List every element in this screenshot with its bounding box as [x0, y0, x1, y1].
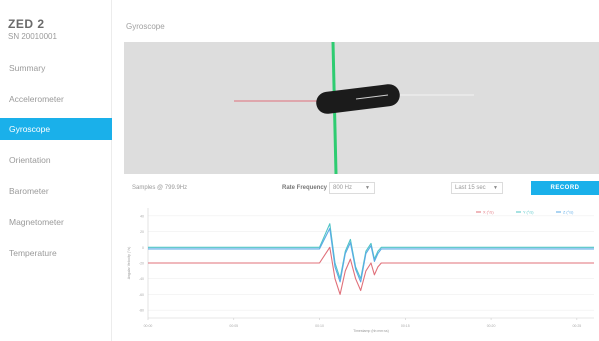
x-tick-label: 00:00 — [144, 324, 153, 328]
sidebar-item-barometer[interactable]: Barometer — [9, 185, 49, 196]
3d-scene — [234, 42, 474, 174]
device-name: ZED 2 — [8, 17, 45, 31]
gyroscope-chart: 40 20 0 -20 -40 -60 -80 00:00 00:05 00:10 00:15 00:… — [124, 200, 599, 341]
rate-frequency-select[interactable]: 800 Hz ▼ — [329, 182, 375, 194]
legend-entry: Y (°/s) — [523, 211, 534, 215]
x-tick-label: 00:10 — [315, 324, 324, 328]
y-tick-label: -20 — [139, 262, 144, 266]
device-serial: SN 20010001 — [8, 32, 57, 41]
series-line-1 — [148, 246, 594, 295]
x-tick-label: 00:15 — [401, 324, 410, 328]
series-line-3 — [148, 227, 594, 283]
y-tick-label: 0 — [142, 246, 144, 250]
rate-frequency-value: 800 Hz — [333, 185, 353, 191]
x-tick-label: 00:05 — [229, 324, 238, 328]
sidebar-nav: Summary Accelerometer Gyroscope Orientat… — [0, 52, 112, 268]
chevron-down-icon: ▼ — [493, 185, 498, 191]
sidebar-item-gyroscope[interactable]: Gyroscope — [0, 118, 112, 140]
chart-svg: 40 20 0 -20 -40 -60 -80 00:00 00:05 00:10 00:15 00:… — [127, 208, 594, 333]
chevron-down-icon: ▼ — [365, 185, 370, 191]
sidebar-item-accelerometer[interactable]: Accelerometer — [9, 93, 64, 104]
rate-frequency-label: Rate Frequency — [282, 185, 328, 191]
x-axis-label: Timestamp (hh:mm:ss) — [353, 329, 389, 333]
x-tick-label: 00:25 — [572, 324, 581, 328]
chart-toolbar: Samples @ 799.9Hz Rate Frequency 800 Hz … — [124, 180, 599, 198]
y-tick-label: 20 — [140, 230, 144, 234]
time-range-select[interactable]: Last 15 sec ▼ — [451, 182, 503, 194]
time-range-value: Last 15 sec — [455, 185, 486, 191]
sampling-rate-text: Samples @ 799.9Hz — [132, 185, 188, 191]
legend-entry: Z (°/s) — [563, 211, 574, 215]
series-line-2 — [148, 223, 594, 280]
record-button[interactable]: RECORD — [531, 181, 599, 195]
3d-viewport[interactable] — [124, 42, 599, 174]
sidebar-item-magnetometer[interactable]: Magnetometer — [9, 216, 64, 227]
y-axis-label: Angular Velocity (°/s) — [127, 247, 131, 280]
device-model — [316, 84, 400, 114]
page-title: Gyroscope — [126, 22, 165, 31]
y-tick-label: -40 — [139, 277, 144, 281]
y-tick-label: -80 — [139, 309, 144, 313]
y-tick-label: 40 — [140, 214, 144, 218]
y-tick-label: -60 — [139, 293, 144, 297]
x-tick-label: 00:20 — [487, 324, 496, 328]
sidebar: ZED 2 SN 20010001 Summary Accelerometer … — [0, 0, 112, 341]
sidebar-item-temperature[interactable]: Temperature — [9, 247, 57, 258]
sidebar-item-orientation[interactable]: Orientation — [9, 154, 51, 165]
sidebar-item-summary[interactable]: Summary — [9, 62, 46, 73]
legend-entry: X (°/s) — [483, 211, 494, 215]
